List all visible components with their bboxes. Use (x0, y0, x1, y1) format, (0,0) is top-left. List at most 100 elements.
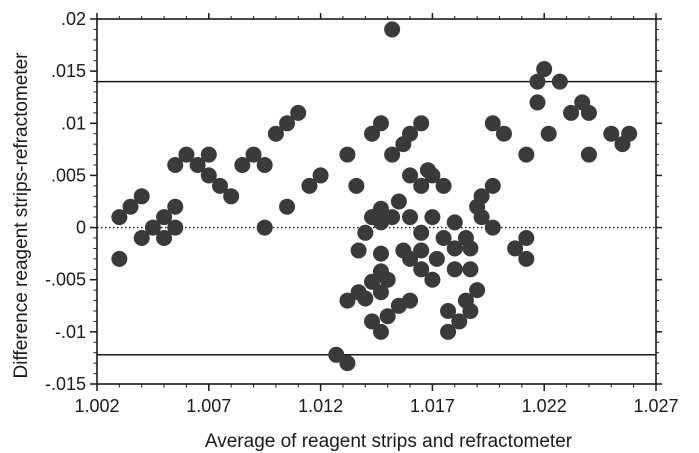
data-point (424, 271, 441, 288)
data-point (372, 115, 389, 132)
data-point (413, 224, 430, 241)
plot-frame (96, 18, 657, 385)
data-point (111, 209, 128, 226)
data-point (379, 308, 396, 325)
data-point (200, 167, 217, 184)
data-point (536, 61, 553, 78)
data-point (484, 219, 501, 236)
data-point (484, 177, 501, 194)
data-point (339, 355, 356, 372)
data-point (328, 346, 345, 363)
x-tick-label: 1.012 (298, 396, 343, 416)
y-tick-label: .015 (51, 61, 86, 81)
data-point (133, 188, 150, 205)
data-point (621, 125, 638, 142)
data-point (603, 125, 620, 142)
y-tick-label: -.015 (45, 374, 86, 394)
data-point (495, 125, 512, 142)
data-point (339, 146, 356, 163)
x-tick-label: 1.002 (74, 396, 119, 416)
data-point (384, 209, 401, 226)
data-point (402, 167, 419, 184)
data-point (413, 115, 430, 132)
data-point (267, 125, 284, 142)
data-point (200, 146, 217, 163)
data-point (446, 214, 463, 231)
data-point (211, 177, 228, 194)
data-point (256, 219, 273, 236)
data-point (446, 261, 463, 278)
data-point (580, 146, 597, 163)
data-point (290, 104, 307, 121)
data-point (223, 188, 240, 205)
data-point (372, 284, 389, 301)
data-point (469, 282, 486, 299)
data-point (440, 323, 457, 340)
data-point (580, 104, 597, 121)
data-point (529, 94, 546, 111)
data-point (424, 167, 441, 184)
x-tick-label: 1.007 (186, 396, 231, 416)
data-point (518, 230, 535, 246)
data-point (279, 115, 296, 132)
data-point (413, 261, 430, 278)
data-point (339, 292, 356, 309)
data-point (563, 104, 580, 121)
y-tick-label: .02 (61, 9, 86, 29)
data-point (364, 125, 381, 142)
data-point (435, 177, 452, 194)
data-point (372, 245, 389, 262)
data-point (402, 209, 419, 226)
data-point (364, 273, 381, 290)
x-tick-label: 1.017 (410, 396, 455, 416)
data-point (156, 230, 173, 246)
data-point (189, 157, 206, 173)
data-point (462, 303, 479, 319)
data-point (402, 125, 419, 142)
x-axis: 1.002 1.007 1.012 1.017 1.022 1.027 (74, 13, 679, 416)
y-axis-label: Difference reagent strips-refractometer (11, 52, 32, 379)
data-point (279, 198, 296, 215)
data-point (540, 125, 557, 142)
data-point (384, 146, 401, 163)
y-tick-label: -.005 (45, 270, 86, 290)
data-point (350, 242, 367, 259)
data-point (372, 200, 389, 217)
data-point (312, 167, 329, 184)
data-point (413, 242, 430, 259)
data-point (518, 250, 535, 267)
y-tick-label: 0 (76, 218, 86, 238)
data-point (357, 290, 374, 307)
data-point (178, 146, 195, 163)
data-point (357, 224, 374, 241)
data-point (424, 209, 441, 226)
x-axis-label: Average of reagent strips and refractome… (205, 431, 573, 452)
data-point (167, 198, 184, 215)
data-point (372, 323, 389, 340)
y-tick-label: .005 (51, 165, 86, 185)
data-point (301, 177, 318, 194)
data-point (518, 146, 535, 163)
data-point (473, 209, 490, 226)
data-point (484, 115, 501, 132)
data-point (156, 209, 173, 226)
data-point (167, 157, 184, 173)
y-axis: .02 .015 .01 .005 0 -.005 -.01 -.015 (45, 9, 662, 394)
data-point (473, 188, 490, 205)
data-point (364, 313, 381, 330)
x-tick-label: 1.022 (522, 396, 567, 416)
data-point (144, 219, 161, 236)
data-point (379, 271, 396, 288)
data-point (402, 292, 419, 309)
data-point (256, 157, 273, 173)
data-point (451, 313, 468, 330)
data-point (390, 193, 407, 210)
data-point (529, 73, 546, 90)
y-tick-label: -.01 (55, 322, 86, 342)
data-points (111, 21, 638, 372)
data-point (413, 177, 430, 194)
data-point (245, 146, 262, 163)
data-point (234, 157, 251, 173)
data-point (167, 219, 184, 236)
